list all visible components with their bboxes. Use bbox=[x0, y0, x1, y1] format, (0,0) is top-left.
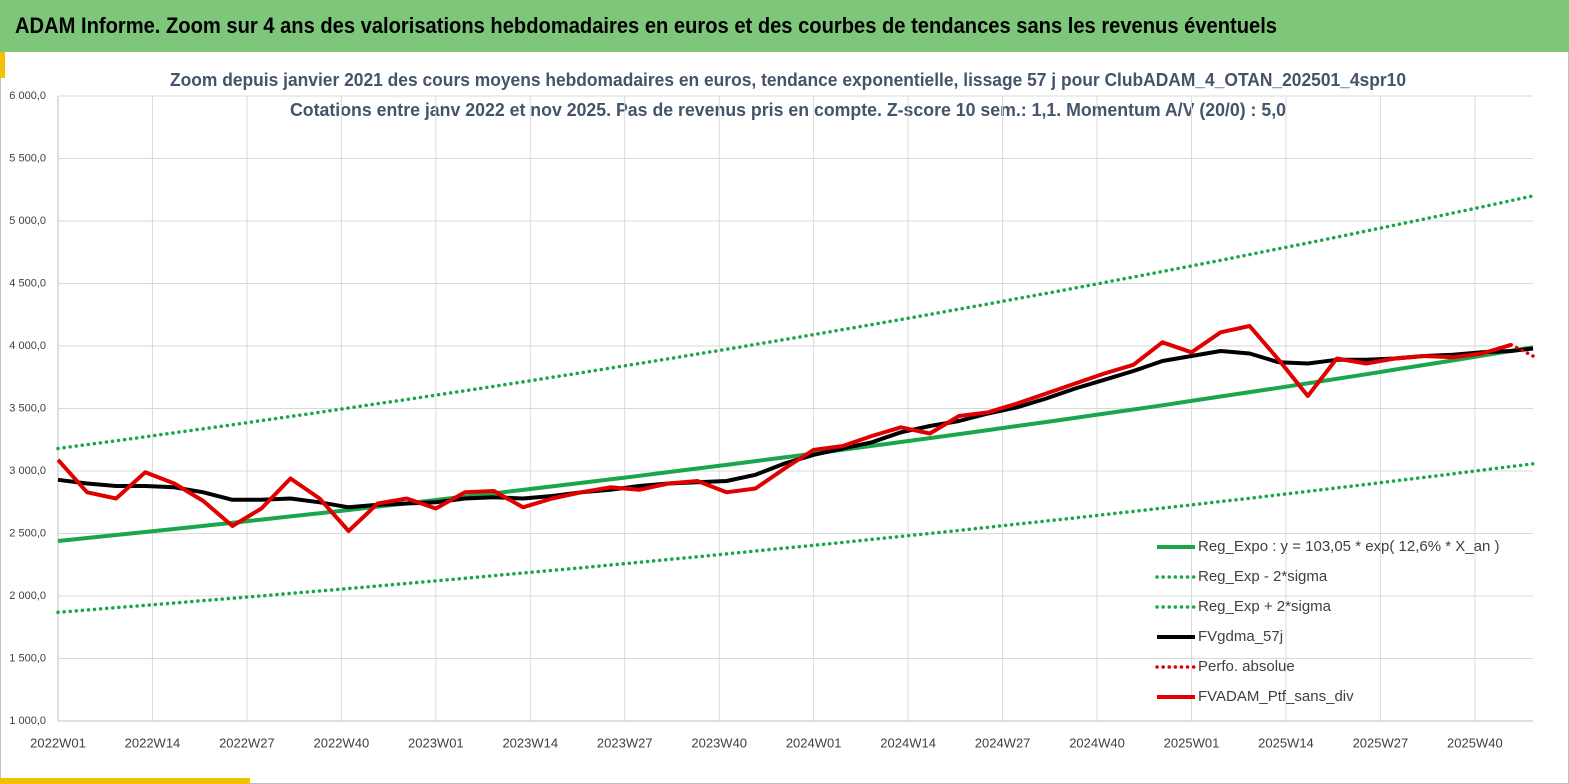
y-tick-label: 5 000,0 bbox=[9, 215, 46, 227]
legend-label: FVADAM_Ptf_sans_div bbox=[1198, 688, 1354, 705]
y-tick-label: 3 000,0 bbox=[9, 465, 46, 477]
x-tick-label: 2025W40 bbox=[1447, 735, 1503, 750]
x-tick-label: 2024W14 bbox=[880, 735, 936, 750]
accent bbox=[0, 778, 250, 784]
y-tick-label: 3 500,0 bbox=[9, 402, 46, 414]
x-tick-label: 2024W40 bbox=[1069, 735, 1125, 750]
x-tick-label: 2022W01 bbox=[30, 735, 86, 750]
y-tick-label: 5 500,0 bbox=[9, 152, 46, 164]
series-line bbox=[56, 324, 1512, 533]
legend: Reg_Expo : y = 103,05 * exp( 12,6% * X_a… bbox=[1155, 538, 1499, 705]
chart-subtitle: Cotations entre janv 2022 et nov 2025. P… bbox=[290, 100, 1286, 120]
x-tick-label: 2025W27 bbox=[1353, 735, 1409, 750]
series-line bbox=[56, 462, 1535, 615]
x-tick-label: 2025W01 bbox=[1164, 735, 1220, 750]
legend-label: Reg_Exp + 2*sigma bbox=[1198, 598, 1332, 615]
header-bar bbox=[0, 0, 1569, 52]
x-tick-label: 2023W01 bbox=[408, 735, 464, 750]
accent bbox=[0, 52, 5, 78]
y-tick-label: 4 500,0 bbox=[9, 277, 46, 289]
y-tick-label: 6 000,0 bbox=[9, 90, 46, 102]
series-line bbox=[57, 345, 1534, 543]
y-tick-label: 2 000,0 bbox=[9, 590, 46, 602]
x-tick-label: 2025W14 bbox=[1258, 735, 1314, 750]
legend-label: Reg_Exp - 2*sigma bbox=[1198, 568, 1328, 585]
y-tick-label: 1 000,0 bbox=[9, 715, 46, 727]
x-tick-label: 2023W14 bbox=[502, 735, 558, 750]
x-tick-label: 2022W40 bbox=[314, 735, 370, 750]
y-tick-label: 1 500,0 bbox=[9, 652, 46, 664]
x-tick-label: 2024W01 bbox=[786, 735, 842, 750]
x-tick-label: 2024W27 bbox=[975, 735, 1031, 750]
x-tick-label: 2022W27 bbox=[219, 735, 275, 750]
series-line bbox=[56, 194, 1535, 451]
legend-label: Reg_Expo : y = 103,05 * exp( 12,6% * X_a… bbox=[1198, 538, 1499, 555]
legend-label: FVgdma_57j bbox=[1198, 628, 1283, 645]
legend-label: Perfo. absolue bbox=[1198, 658, 1295, 675]
x-tick-label: 2023W40 bbox=[691, 735, 747, 750]
y-tick-label: 2 500,0 bbox=[9, 527, 46, 539]
x-tick-label: 2022W14 bbox=[125, 735, 181, 750]
y-tick-label: 4 000,0 bbox=[9, 340, 46, 352]
series-line bbox=[1509, 343, 1535, 358]
header-title: ADAM Informe. Zoom sur 4 ans des valoris… bbox=[15, 13, 1277, 38]
x-tick-label: 2023W27 bbox=[597, 735, 653, 750]
chart-title: Zoom depuis janvier 2021 des cours moyen… bbox=[170, 70, 1406, 90]
